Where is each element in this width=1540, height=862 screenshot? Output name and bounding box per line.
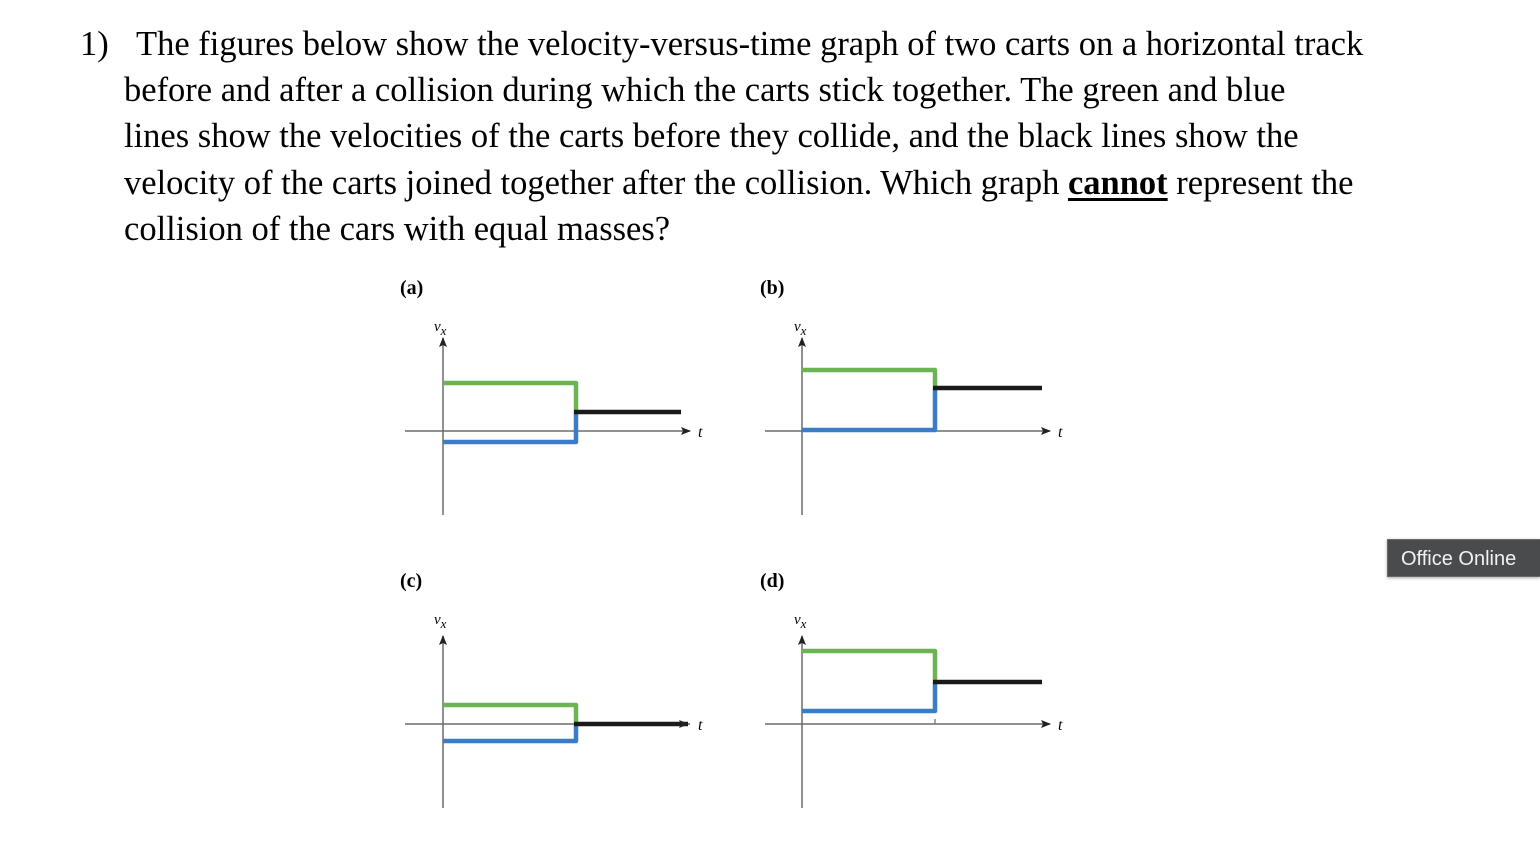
x-axis-label: t <box>698 424 703 441</box>
question-line-2: before and after a collision during whic… <box>124 71 1286 109</box>
green-cart-line <box>443 702 579 724</box>
emphasis-cannot: cannot <box>1067 164 1168 202</box>
question-line-1: The figures below show the velocity-vers… <box>136 25 1364 63</box>
y-axis-label: vx <box>794 319 807 338</box>
blue-cart-line <box>802 388 938 433</box>
graph-a: vx t <box>405 319 703 515</box>
question-line-3: lines show the velocities of the carts b… <box>124 117 1299 155</box>
figure-label-d: (d) <box>760 570 785 592</box>
figure-label-a: (a) <box>400 277 424 299</box>
x-axis-label: t <box>1058 424 1063 441</box>
graph-b: vx t <box>765 319 1063 515</box>
blue-cart-line <box>443 724 579 744</box>
graph-d: vx t <box>765 612 1063 808</box>
graph-c: vx t <box>405 612 703 808</box>
y-axis-label: vx <box>794 612 807 631</box>
office-online-badge[interactable]: Office Online <box>1387 539 1540 577</box>
question-line-4-text: velocity of the carts joined together af… <box>124 164 1068 202</box>
question-line-5: collision of the cars with equal masses? <box>124 210 671 248</box>
green-cart-line <box>802 648 938 682</box>
figure-label-b: (b) <box>760 277 785 299</box>
question-number: 1) <box>80 25 109 63</box>
question-line-4-tail: represent the <box>1167 164 1354 202</box>
question-line-4: velocity of the carts joined together af… <box>124 160 1353 206</box>
blue-cart-line <box>443 412 579 445</box>
x-axis-label: t <box>698 717 703 734</box>
y-axis-label: vx <box>434 319 447 338</box>
green-cart-line <box>443 380 579 412</box>
y-axis-label: vx <box>434 612 447 631</box>
green-cart-line <box>802 367 938 388</box>
figure-label-c: (c) <box>400 570 423 592</box>
blue-cart-line <box>802 682 938 714</box>
x-axis-label: t <box>1058 717 1063 734</box>
